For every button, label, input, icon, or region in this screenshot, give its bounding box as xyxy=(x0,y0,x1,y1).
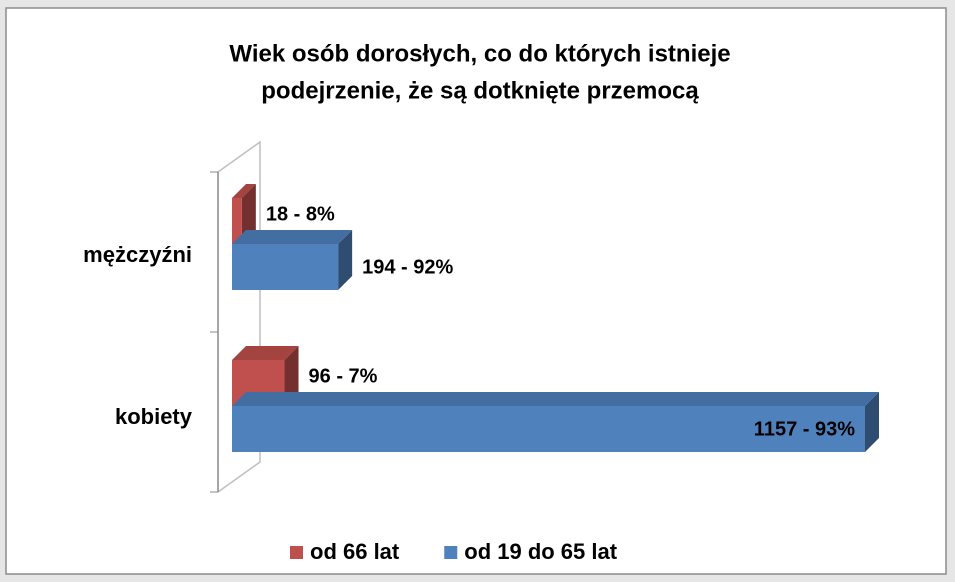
data-label: 96 - 7% xyxy=(309,365,378,387)
data-label: 1157 - 93% xyxy=(754,418,855,440)
bar xyxy=(232,198,242,244)
legend-swatch xyxy=(444,546,458,559)
bar-top xyxy=(232,392,879,406)
legend-label: od 19 do 65 lat xyxy=(464,539,617,564)
data-label: 18 - 8% xyxy=(266,203,335,225)
legend-swatch xyxy=(290,546,303,559)
bar-top xyxy=(232,230,353,244)
data-label: 194 - 92% xyxy=(362,256,453,278)
bar-top xyxy=(232,184,256,198)
category-label: kobiety xyxy=(115,404,193,429)
bar-side xyxy=(338,230,353,290)
bar-side xyxy=(284,346,299,406)
legend-label: od 66 lat xyxy=(310,539,400,564)
category-label: mężczyźni xyxy=(83,242,192,267)
bar-top xyxy=(232,346,299,360)
chart-frame xyxy=(5,7,947,575)
bar-side xyxy=(865,392,879,452)
bar-side xyxy=(241,184,256,244)
bar xyxy=(232,244,339,290)
chart-title: Wiek osób dorosłych, co do których istni… xyxy=(229,40,730,67)
back-wall xyxy=(217,140,261,493)
bar xyxy=(232,406,865,452)
chart-title: podejrzenie, że są dotknięte przemocą xyxy=(261,77,699,104)
